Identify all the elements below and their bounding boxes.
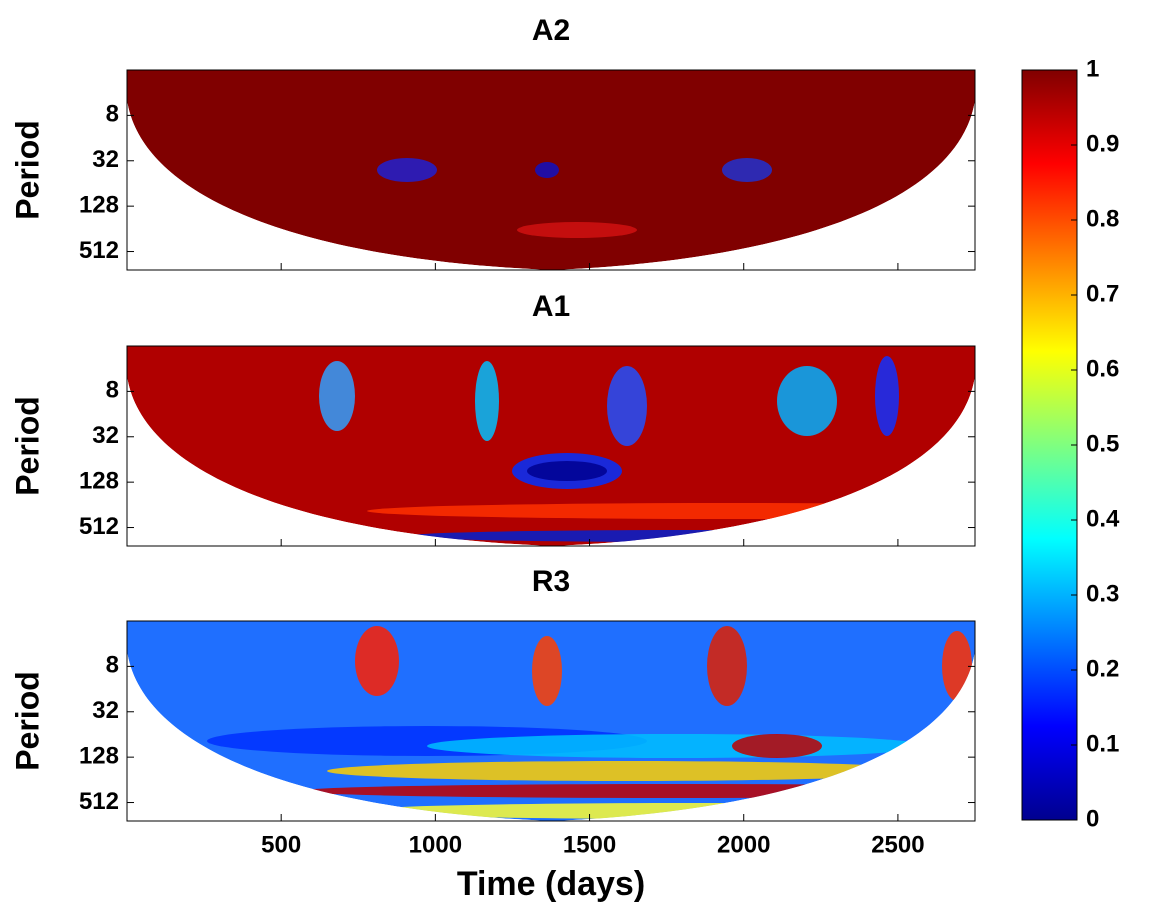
y-tick-label: 8 — [106, 101, 119, 128]
y-axis-label: Period — [9, 120, 45, 220]
x-axis-label: Time (days) — [457, 865, 645, 903]
heatmap-blob — [939, 162, 975, 178]
heatmap-blob — [327, 761, 927, 781]
heatmap — [127, 70, 1087, 318]
heatmap-blob — [732, 734, 822, 758]
heatmap-blob — [407, 530, 967, 542]
heatmap-blob — [377, 158, 437, 182]
heatmap-blob — [475, 361, 499, 441]
y-tick-label: 128 — [79, 467, 119, 494]
heatmap — [127, 346, 975, 546]
y-tick-label: 32 — [92, 697, 119, 724]
colorbar-tick-label: 0.3 — [1086, 580, 1119, 607]
heatmap-blob — [567, 302, 1087, 318]
panel-title: A1 — [532, 290, 570, 323]
heatmap-blob — [355, 626, 399, 696]
y-tick-label: 8 — [106, 652, 119, 679]
colorbar-tick-label: 1 — [1086, 55, 1099, 82]
plot-frame — [126, 69, 976, 271]
y-tick-label: 128 — [79, 191, 119, 218]
heatmap-blob — [722, 158, 772, 182]
colorbar-tick-label: 0.9 — [1086, 130, 1119, 157]
heatmap-blob — [319, 361, 355, 431]
y-tick-label: 512 — [79, 237, 119, 264]
y-tick-label: 8 — [106, 377, 119, 404]
colorbar-tick-label: 0.7 — [1086, 280, 1119, 307]
y-tick-label: 512 — [79, 513, 119, 540]
x-tick-label: 1000 — [409, 831, 462, 858]
heatmap-blob — [532, 636, 562, 706]
heatmap-blob — [527, 461, 607, 481]
heatmap-blob — [607, 366, 647, 446]
x-tick-label: 2500 — [871, 831, 924, 858]
y-tick-label: 128 — [79, 742, 119, 769]
x-tick-label: 2000 — [717, 831, 770, 858]
heatmap-blob — [367, 503, 975, 519]
heatmap-blob — [707, 626, 747, 706]
y-tick-label: 32 — [92, 422, 119, 449]
colorbar — [1021, 69, 1078, 821]
y-axis-label: Period — [9, 396, 45, 496]
heatmap-blob — [297, 784, 975, 798]
y-axis-label: Period — [9, 671, 45, 771]
heatmap-blob — [517, 222, 637, 238]
colorbar-tick-label: 0.5 — [1086, 430, 1119, 457]
heatmap — [127, 621, 975, 821]
colorbar-tick-label: 0.6 — [1086, 355, 1119, 382]
heatmap-blob — [777, 366, 837, 436]
panel-title: A2 — [532, 14, 570, 47]
x-tick-label: 500 — [261, 831, 301, 858]
y-tick-label: 32 — [92, 146, 119, 173]
x-tick-label: 1500 — [563, 831, 616, 858]
colorbar-tick-label: 0 — [1086, 805, 1099, 832]
y-tick-label: 512 — [79, 788, 119, 815]
colorbar-tick-label: 0.1 — [1086, 730, 1119, 757]
heatmap-blob — [875, 356, 899, 436]
plot-frame — [126, 345, 976, 547]
heatmap-blob — [427, 734, 927, 758]
colorbar-tick-label: 0.2 — [1086, 655, 1119, 682]
colorbar-tick-label: 0.4 — [1086, 505, 1120, 532]
plot-frame — [126, 620, 976, 822]
panel-title: R3 — [532, 565, 570, 598]
heatmap-blob — [535, 162, 559, 178]
colorbar-tick-label: 0.8 — [1086, 205, 1119, 232]
heatmap-blob — [942, 631, 972, 701]
heatmap-blob — [357, 803, 975, 819]
